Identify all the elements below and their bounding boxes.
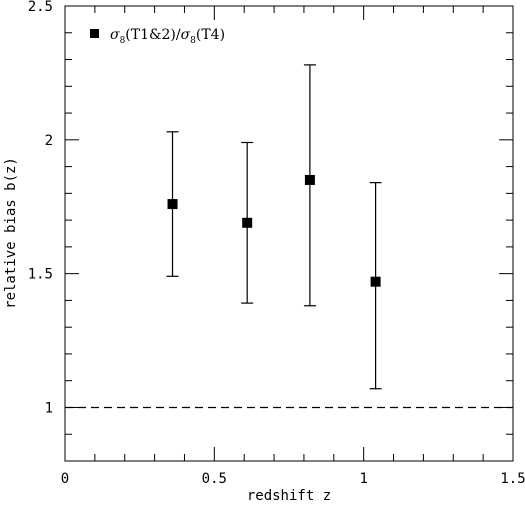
axis-ticks <box>64 5 514 462</box>
x-axis-label: redshift z <box>247 488 331 504</box>
tick-labels: 0 0.5 1 1.5 1 1.5 2 2.5 <box>28 0 525 487</box>
data-point <box>370 276 381 287</box>
legend-marker <box>90 29 99 38</box>
y-tick-label: 1 <box>45 400 53 416</box>
legend: σ8(T1&2)/σ8(T4) <box>90 27 225 46</box>
legend-sub-2: 8 <box>190 36 196 46</box>
y-tick-label: 2 <box>45 133 53 149</box>
legend-sigma-1: σ <box>110 27 120 43</box>
legend-part-1: (T1&2)/ <box>125 27 181 43</box>
legend-label: σ8(T1&2)/σ8(T4) <box>110 27 225 46</box>
x-tick-label: 0.5 <box>202 471 227 487</box>
legend-sub-1: 8 <box>120 36 126 46</box>
y-tick-label: 1.5 <box>28 267 53 283</box>
data-point <box>167 199 178 210</box>
x-tick-label: 1 <box>359 471 367 487</box>
legend-part-2: (T4) <box>196 27 225 43</box>
data-point <box>242 217 253 228</box>
legend-sigma-2: σ <box>181 27 191 43</box>
x-tick-label: 0 <box>61 471 69 487</box>
data-points <box>167 174 381 287</box>
plot-frame <box>64 5 514 462</box>
y-axis-label: relative bias b(z) <box>3 157 19 309</box>
y-tick-label: 2.5 <box>28 0 53 15</box>
x-tick-label: 1.5 <box>500 471 525 487</box>
error-bars <box>166 64 382 390</box>
data-point <box>304 174 315 185</box>
